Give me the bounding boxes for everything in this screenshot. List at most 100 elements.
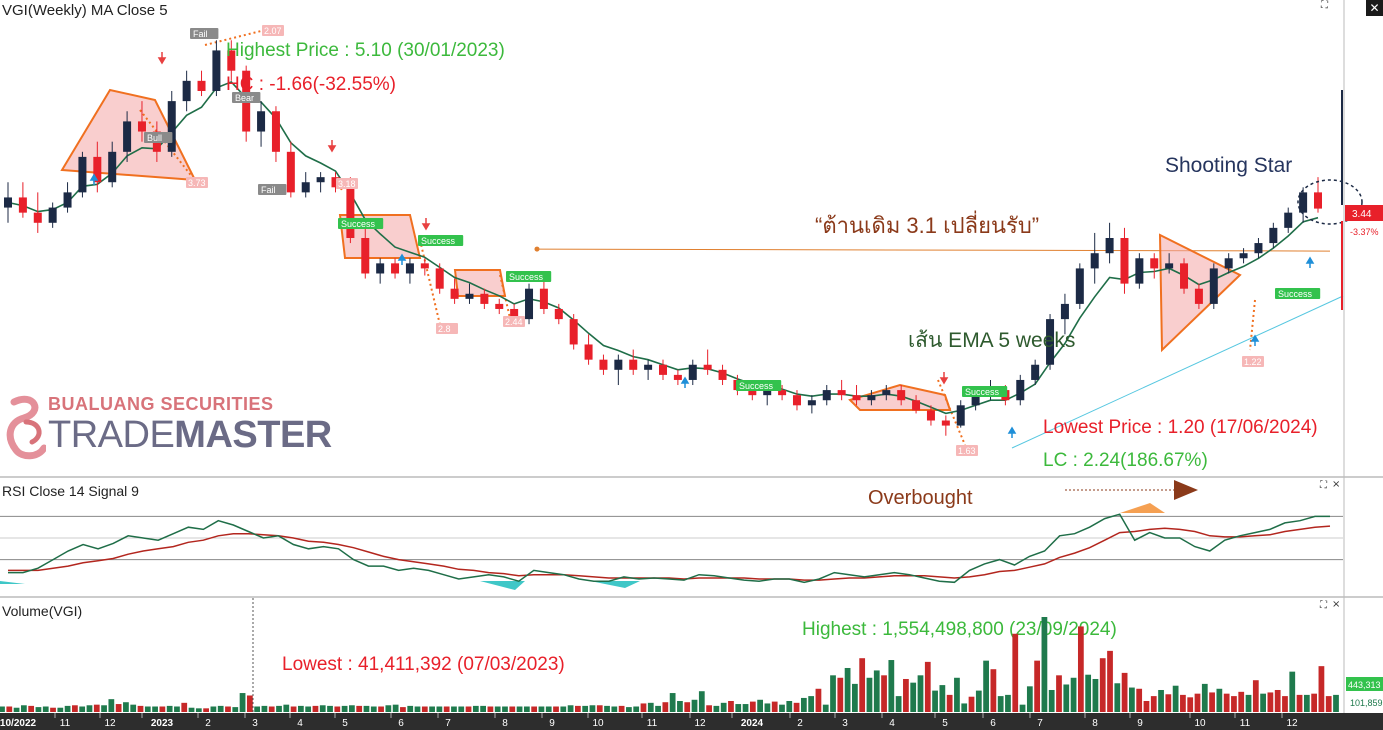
candle-body bbox=[837, 390, 846, 396]
time-axis-label: 11 bbox=[60, 718, 71, 729]
time-axis-label: 11 bbox=[1240, 718, 1251, 729]
hc-annotation: HC : -1.66(-32.55%) bbox=[226, 74, 396, 95]
volume-bar bbox=[20, 705, 27, 712]
time-axis-label: 4 bbox=[297, 718, 303, 729]
overbought-fill bbox=[1120, 503, 1165, 513]
volume-bar bbox=[888, 660, 895, 712]
volume-bar bbox=[881, 675, 887, 712]
volume-bar bbox=[480, 705, 486, 712]
volume-bar bbox=[1172, 685, 1179, 712]
close-button[interactable]: ✕ bbox=[1366, 0, 1383, 16]
volume-bar bbox=[421, 706, 428, 712]
volume-bar bbox=[1296, 694, 1303, 712]
volume-bar bbox=[662, 702, 669, 712]
volume-bar bbox=[1311, 693, 1318, 712]
volume-bar bbox=[1231, 696, 1237, 712]
volume-bar bbox=[349, 705, 355, 712]
volume-bar bbox=[633, 706, 640, 712]
volume-bar bbox=[961, 703, 968, 712]
candle-body bbox=[48, 207, 57, 223]
volume-bar bbox=[414, 706, 421, 712]
volume-bar bbox=[1012, 633, 1019, 712]
candle-body bbox=[1046, 319, 1055, 365]
volume-bar bbox=[93, 704, 100, 712]
time-axis-label: 2 bbox=[205, 718, 211, 729]
candle-body bbox=[525, 288, 534, 320]
volume-bar bbox=[327, 705, 333, 712]
volume-bar bbox=[837, 677, 844, 712]
highest-price-annotation: Highest Price : 5.10 (30/01/2023) bbox=[226, 40, 505, 61]
pattern-badge-label: Success bbox=[509, 272, 544, 282]
volume-bar bbox=[137, 705, 144, 712]
volume-bar bbox=[1034, 660, 1041, 712]
volume-bar bbox=[1005, 694, 1011, 712]
volume-bar bbox=[706, 705, 712, 712]
candle-body bbox=[644, 364, 653, 370]
volume-bar bbox=[1303, 694, 1310, 712]
volume-bar bbox=[531, 706, 538, 712]
candle-body bbox=[852, 395, 861, 401]
time-axis-label: 12 bbox=[1286, 718, 1298, 729]
target-badge-label: 1.63 bbox=[958, 446, 976, 456]
candle-body bbox=[1209, 268, 1218, 304]
volume-bar bbox=[939, 685, 946, 712]
volume-bar bbox=[742, 704, 749, 712]
time-axis-label: 2 bbox=[797, 718, 803, 729]
volume-bar bbox=[1150, 696, 1157, 712]
volume-bar bbox=[1325, 696, 1332, 712]
volume-bar bbox=[1099, 658, 1106, 712]
rsi-restore-icon[interactable]: ⛶ bbox=[1320, 480, 1327, 491]
time-axis-label: 7 bbox=[1037, 718, 1043, 729]
volume-bar bbox=[1085, 674, 1092, 712]
pattern-badge bbox=[962, 386, 1008, 397]
target-badge-label: 2.8 bbox=[438, 324, 451, 334]
volume-bar bbox=[1245, 694, 1252, 712]
target-badge bbox=[262, 25, 284, 36]
volume-bar bbox=[232, 707, 239, 712]
volume-bar bbox=[589, 705, 596, 712]
up-arrow-icon bbox=[1305, 256, 1315, 268]
pattern-badge-label: Success bbox=[739, 381, 774, 391]
up-arrow-icon bbox=[89, 173, 99, 185]
volume-highest-annotation: Highest : 1,554,498,800 (23/09/2024) bbox=[802, 619, 1117, 640]
volume-bar bbox=[407, 705, 414, 712]
target-badge bbox=[503, 316, 525, 327]
volume-bar bbox=[101, 705, 107, 712]
volume-bar bbox=[771, 701, 778, 712]
volume-bar bbox=[1187, 697, 1194, 712]
volume-bar bbox=[713, 705, 720, 712]
rsi-close-icon[interactable]: × bbox=[1332, 479, 1341, 490]
volume-bar bbox=[166, 705, 173, 712]
last-change-label: -3.37% bbox=[1350, 227, 1379, 237]
candle-body bbox=[1016, 379, 1025, 401]
price-restore-icon[interactable]: ⛶ bbox=[1321, 0, 1328, 11]
candle-body bbox=[63, 192, 72, 208]
volume-restore-icon[interactable]: ⛶ bbox=[1320, 600, 1327, 611]
volume-bar bbox=[86, 705, 93, 712]
candle-body bbox=[718, 369, 727, 380]
candle-body bbox=[629, 359, 638, 370]
candle-body bbox=[1135, 258, 1144, 284]
volume-bar bbox=[1194, 693, 1201, 712]
pattern-shape-2 bbox=[453, 269, 507, 297]
candle-body bbox=[539, 288, 548, 309]
candle-body bbox=[376, 263, 385, 274]
volume-bar bbox=[720, 702, 727, 712]
rsi-line bbox=[8, 513, 1330, 584]
shooting-star-note: Shooting Star bbox=[1165, 154, 1292, 177]
volume-bar bbox=[968, 696, 975, 712]
candle-body bbox=[361, 238, 370, 274]
volume-bar bbox=[677, 700, 683, 712]
down-arrow-icon bbox=[421, 218, 431, 231]
volume-bar bbox=[1238, 691, 1245, 712]
candle-body bbox=[167, 101, 176, 152]
pattern-badge bbox=[736, 380, 782, 391]
candle-body bbox=[182, 80, 191, 102]
candle-body bbox=[763, 390, 772, 396]
volume-bar bbox=[334, 706, 341, 712]
volume-close-icon[interactable]: × bbox=[1332, 599, 1341, 610]
volume-bar bbox=[144, 706, 151, 712]
volume-bar bbox=[203, 708, 209, 712]
candle-body bbox=[1165, 263, 1174, 269]
candle-body bbox=[599, 359, 608, 370]
